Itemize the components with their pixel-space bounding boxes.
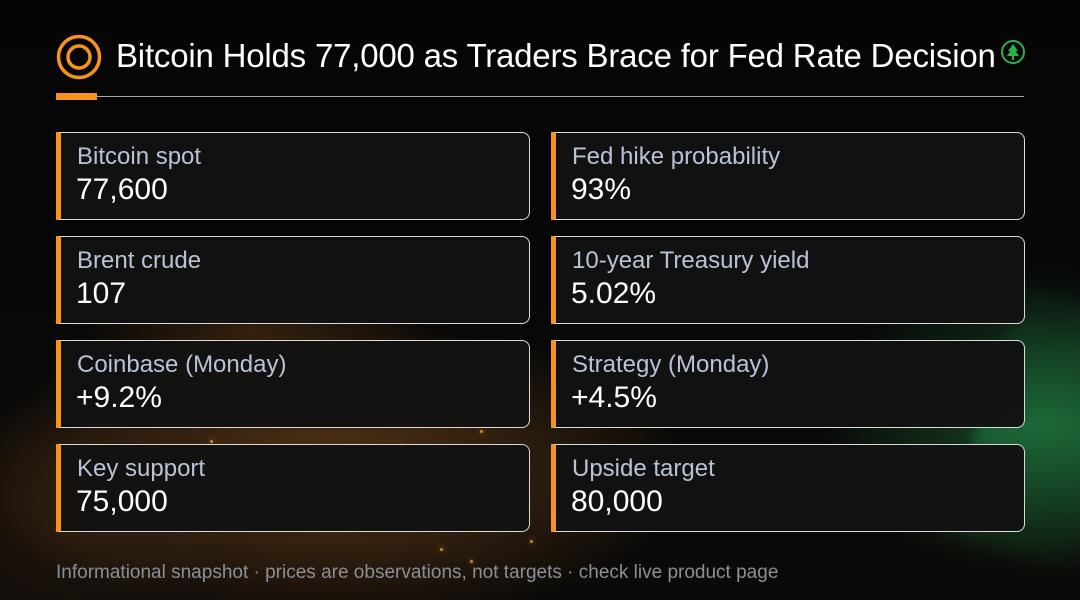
metric-value: +4.5% [571, 381, 657, 414]
metric-value: 80,000 [571, 485, 663, 518]
metric-card-key-support: Key support 75,000 [56, 444, 530, 532]
metric-label: Upside target [572, 455, 715, 482]
metric-value: 107 [76, 277, 127, 310]
metric-value: 5.02% [571, 277, 657, 310]
metric-label: 10-year Treasury yield [572, 247, 810, 274]
metric-label: Fed hike probability [572, 143, 781, 170]
metric-label: Bitcoin spot [77, 143, 202, 170]
metric-card-brent-crude: Brent crude 107 [56, 236, 530, 324]
page-header: Bitcoin Holds 77,000 as Traders Brace fo… [56, 33, 1025, 81]
bitcoin-ring-icon [56, 34, 102, 80]
metric-value: 93% [571, 173, 632, 206]
metric-value: 77,600 [76, 173, 168, 206]
metric-card-fed-hike-probability: Fed hike probability 93% [551, 132, 1025, 220]
metric-card-coinbase: Coinbase (Monday) +9.2% [56, 340, 530, 428]
metric-card-treasury-yield: 10-year Treasury yield 5.02% [551, 236, 1025, 324]
green-tree-icon [1001, 40, 1025, 64]
metric-card-upside-target: Upside target 80,000 [551, 444, 1025, 532]
metric-card-strategy: Strategy (Monday) +4.5% [551, 340, 1025, 428]
metric-value: 75,000 [76, 485, 168, 518]
header-divider [56, 96, 1024, 97]
metric-label: Key support [77, 455, 206, 482]
metric-label: Brent crude [77, 247, 202, 274]
metric-value: +9.2% [76, 381, 162, 414]
header-divider-accent [56, 93, 97, 100]
footer-note: Informational snapshot · prices are obse… [56, 562, 779, 583]
page-title: Bitcoin Holds 77,000 as Traders Brace fo… [116, 37, 996, 74]
metric-card-bitcoin-spot: Bitcoin spot 77,600 [56, 132, 530, 220]
metrics-grid: Bitcoin spot 77,600 Fed hike probability… [56, 132, 1025, 532]
metric-label: Strategy (Monday) [572, 351, 770, 378]
metric-label: Coinbase (Monday) [77, 351, 287, 378]
